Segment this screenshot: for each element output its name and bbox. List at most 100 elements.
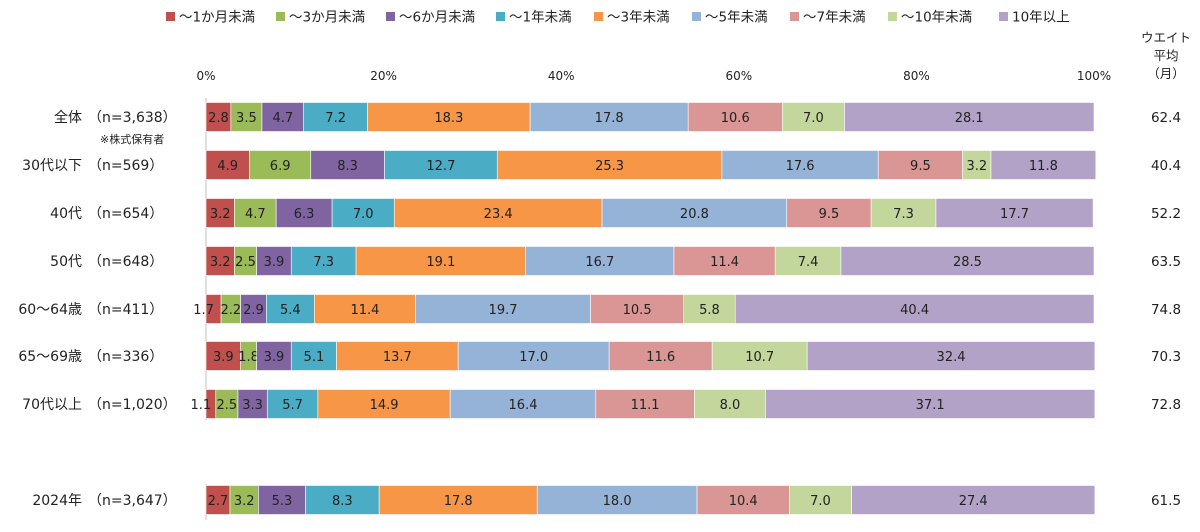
bar-segment-r6-s7 — [694, 389, 766, 419]
bar-segment-r1-s8 — [990, 150, 1097, 180]
data-label-r0-s5: 17.8 — [595, 111, 624, 126]
data-label-r5-s4: 13.7 — [383, 350, 412, 365]
bar-segment-r5-s5 — [457, 341, 610, 371]
x-tick-label-4: 80% — [903, 69, 930, 83]
data-label-r2-s4: 23.4 — [484, 207, 513, 222]
x-tick-label-5: 100% — [1077, 69, 1111, 83]
bar-segment-r4-s6 — [590, 294, 685, 324]
bar-segment-r0-s1 — [230, 102, 263, 132]
data-label-r1-s0: 4.9 — [217, 159, 238, 174]
data-label-r6-s6: 11.1 — [631, 398, 660, 413]
data-label-r3-s7: 7.4 — [798, 255, 819, 270]
bar-segment-r3-s5 — [525, 246, 675, 276]
bar-segment-r4-s7 — [683, 294, 736, 324]
bar-segment-r0-s4 — [367, 102, 531, 132]
row-n-0: （n=3,638） — [88, 110, 177, 126]
data-label-r7-s4: 17.8 — [444, 494, 473, 509]
legend-swatch-7 — [790, 12, 799, 21]
bar-segment-r6-s2 — [237, 389, 268, 419]
data-label-r7-s2: 5.3 — [272, 494, 293, 509]
row-labels: 全体 （n=3,638） ※株式保有者 30代以下 （n=569） 40代 （n=654） 5… — [18, 109, 176, 509]
bar-segment-r2-s3 — [331, 198, 395, 228]
bar-segment-r6-s8 — [765, 389, 1096, 419]
avg-value-1: 40.4 — [1151, 158, 1181, 174]
row-n-2: （n=654） — [88, 206, 163, 222]
bar-segment-r1-s4 — [496, 150, 723, 180]
bar-segment-r5-s0 — [205, 341, 241, 371]
bar-segment-r4-s3 — [266, 294, 315, 324]
data-label-r2-s1: 4.7 — [245, 207, 266, 222]
bar-segment-r5-s3 — [290, 341, 337, 371]
data-label-r1-s7: 3.2 — [966, 159, 987, 174]
legend-label-9: 10年以上 — [1012, 10, 1070, 26]
data-label-r5-s7: 10.7 — [745, 350, 774, 365]
bar-segment-r0-s2 — [261, 102, 304, 132]
data-label-r1-s6: 9.5 — [910, 159, 931, 174]
data-label-r0-s6: 10.6 — [721, 111, 750, 126]
row-name-3: 50代 — [50, 254, 82, 270]
bar-segment-r3-s6 — [673, 246, 776, 276]
data-label-r3-s8: 28.5 — [953, 255, 982, 270]
data-label-r7-s5: 18.0 — [603, 494, 632, 509]
data-label-r5-s0: 3.9 — [213, 350, 234, 365]
bar-segment-r7-s3 — [305, 485, 380, 515]
bar-segment-r2-s5 — [601, 198, 788, 228]
legend-label-2: ～3か月未満 — [289, 10, 365, 26]
row-name-6: 70代以上 — [22, 397, 82, 413]
bar-segment-r7-s1 — [229, 485, 259, 515]
legend-swatch-5 — [594, 12, 603, 21]
row-n-1: （n=569） — [88, 158, 163, 174]
row-n-5: （n=336） — [88, 349, 163, 365]
data-label-r4-s0: 1.7 — [193, 303, 214, 318]
data-label-r2-s8: 17.7 — [1000, 207, 1029, 222]
legend-label-8: ～10年未満 — [901, 10, 972, 26]
data-label-r6-s7: 8.0 — [720, 398, 741, 413]
data-label-r5-s5: 17.0 — [519, 350, 548, 365]
bar-segment-r7-s6 — [696, 485, 790, 515]
data-label-r0-s1: 3.5 — [236, 111, 257, 126]
avg-value-5: 70.3 — [1151, 349, 1181, 365]
bar-segment-r0-s0 — [205, 102, 232, 132]
bar-segment-r2-s7 — [870, 198, 937, 228]
bar-segment-r5-s7 — [711, 341, 808, 371]
bar-segment-r5-s8 — [806, 341, 1096, 371]
bar-segment-r6-s6 — [595, 389, 695, 419]
bar-segment-r0-s3 — [303, 102, 368, 132]
row-note-0: ※株式保有者 — [100, 132, 164, 146]
legend-swatch-6 — [692, 12, 701, 21]
avg-value-7: 61.5 — [1151, 493, 1181, 509]
legend-label-1: ～1か月未満 — [179, 10, 255, 26]
data-label-r4-s8: 40.4 — [900, 303, 929, 318]
data-label-r6-s0: 1.1 — [191, 398, 212, 413]
bar-segment-r2-s8 — [935, 198, 1094, 228]
row-name-1: 30代以下 — [22, 158, 82, 174]
bar-segment-r0-s5 — [529, 102, 689, 132]
legend-label-3: ～6か月未満 — [399, 10, 475, 26]
data-label-r7-s6: 10.4 — [729, 494, 758, 509]
avg-header-2: （月） — [1147, 66, 1185, 81]
data-label-r7-s8: 27.4 — [959, 494, 988, 509]
data-label-r5-s6: 11.6 — [646, 350, 675, 365]
avg-value-2: 52.2 — [1151, 206, 1181, 222]
legend-swatch-3 — [386, 12, 395, 21]
data-label-r6-s8: 37.1 — [916, 398, 945, 413]
avg-value-4: 74.8 — [1151, 302, 1181, 318]
bar-segment-r2-s4 — [393, 198, 603, 228]
data-label-r5-s1: 1.8 — [238, 350, 259, 365]
data-label-r2-s3: 7.0 — [353, 207, 374, 222]
bar-segment-r4-s4 — [314, 294, 416, 324]
legend-label-4: ～1年未満 — [509, 10, 572, 26]
bar-segment-r7-s4 — [378, 485, 538, 515]
bar-segment-r2-s1 — [234, 198, 277, 228]
data-label-r3-s4: 19.1 — [426, 255, 455, 270]
data-label-r0-s8: 28.1 — [955, 111, 984, 126]
bar-segment-r7-s8 — [851, 485, 1096, 515]
data-label-r6-s3: 5.7 — [282, 398, 303, 413]
data-label-r1-s1: 6.9 — [270, 159, 291, 174]
data-label-r6-s1: 2.5 — [217, 398, 238, 413]
data-label-r7-s1: 3.2 — [234, 494, 255, 509]
legend-label-7: ～7年未満 — [803, 10, 866, 26]
data-label-r0-s0: 2.8 — [208, 111, 229, 126]
bar-segment-r0-s8 — [844, 102, 1095, 132]
